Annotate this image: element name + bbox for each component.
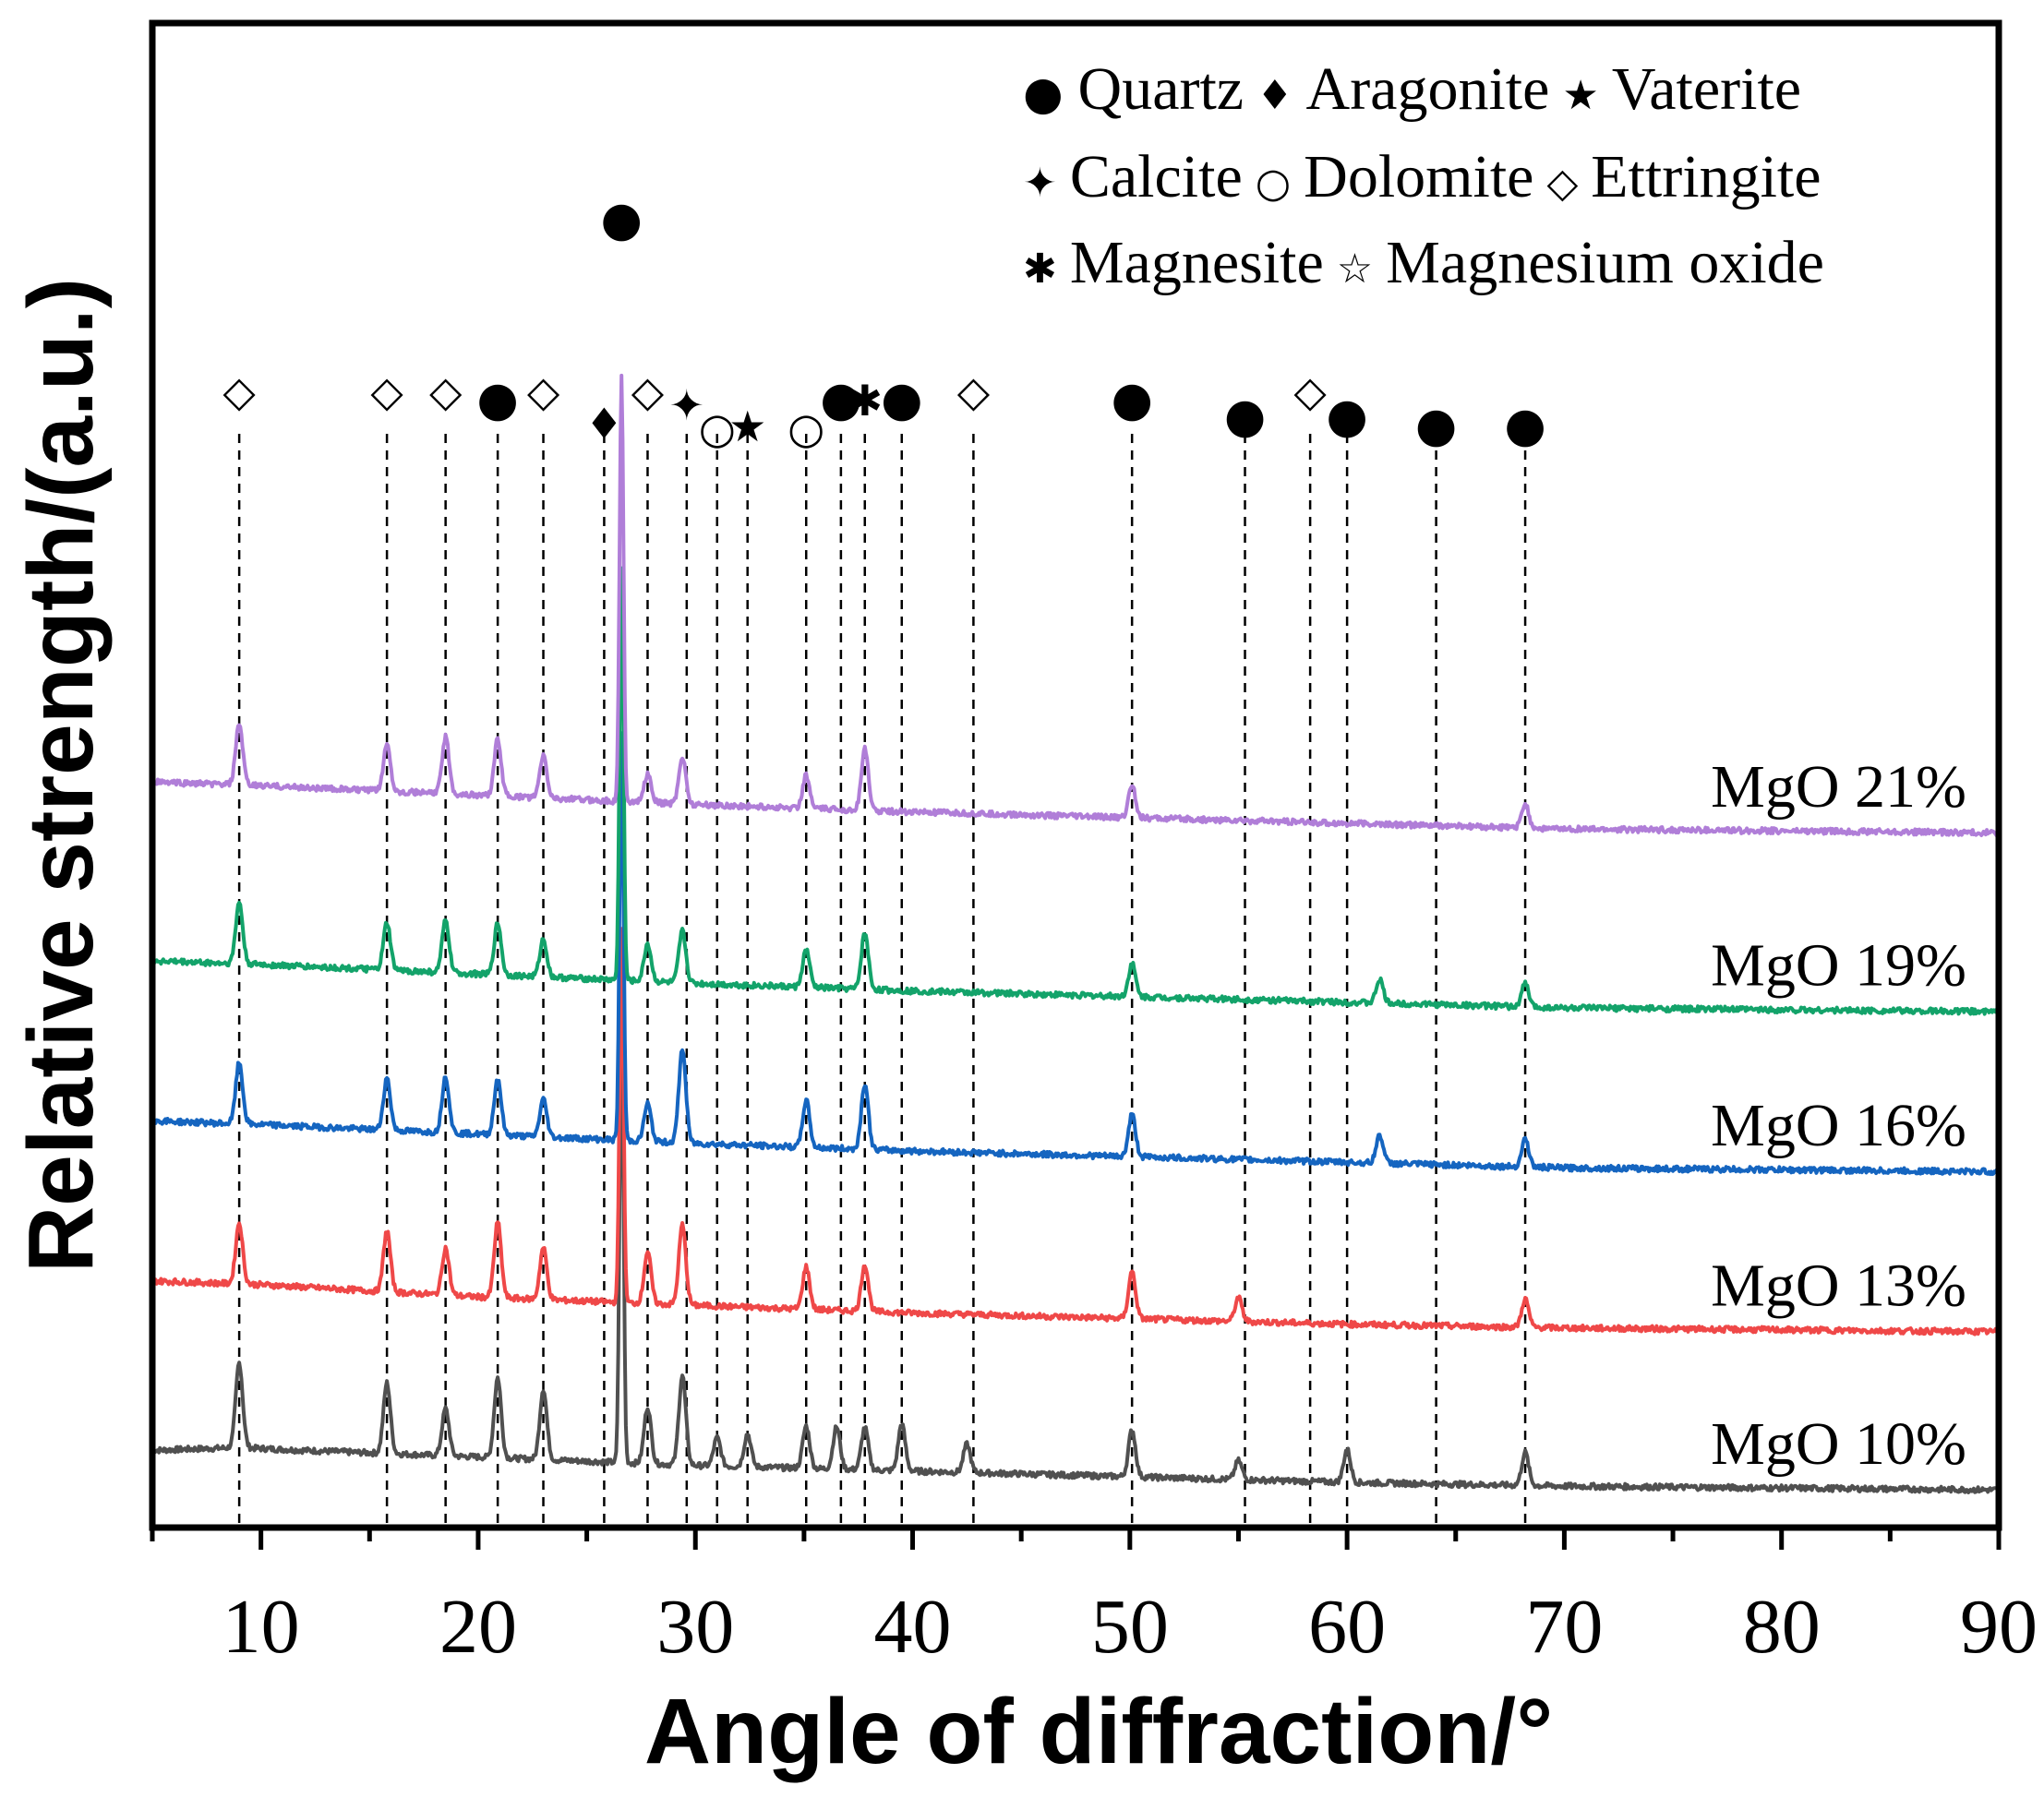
phase-marker-quartz: ● xyxy=(1224,389,1266,444)
series-line-mgo-21 xyxy=(150,373,2001,838)
series-label-mgo-13: MgO 13% xyxy=(1711,1252,1966,1319)
plot-frame xyxy=(149,19,2002,1531)
legend-row: ✦ Calcite ○ Dolomite ◇ Ettringite xyxy=(1023,143,1822,210)
x-tick-label: 40 xyxy=(874,1584,952,1670)
phase-marker-quartz: ● xyxy=(601,192,643,247)
series-layer xyxy=(150,373,2001,1494)
phase-marker-ettringite: ◇ xyxy=(1293,366,1327,416)
legend-label-quartz: Quartz xyxy=(1078,55,1244,123)
legend-label-aragonite: Aragonite xyxy=(1306,55,1550,123)
legend-label-vaterite: Vaterite xyxy=(1612,55,1801,123)
x-tick-label: 20 xyxy=(439,1584,517,1670)
series-label-mgo-21: MgO 21% xyxy=(1711,753,1966,821)
legend: ● Quartz ♦ Aragonite ★ Vaterite ✦ Calcite… xyxy=(1023,55,1824,296)
legend-label-magnesium-oxide: Magnesium oxide xyxy=(1386,229,1824,296)
phase-marker-quartz: ● xyxy=(1111,372,1152,427)
phase-marker-ettringite: ◇ xyxy=(957,366,991,416)
phase-marker-aragonite: ♦ xyxy=(585,399,623,449)
phase-marker-quartz: ● xyxy=(820,372,861,427)
x-tick-label: 30 xyxy=(656,1584,734,1670)
legend-row: ✱ Magnesite ☆ Magnesium oxide xyxy=(1023,229,1824,296)
x-tick-label: 10 xyxy=(222,1584,300,1670)
legend-symbol-vaterite: ★ xyxy=(1549,72,1611,119)
series-line-mgo-10 xyxy=(151,1011,2000,1494)
legend-symbol-quartz: ● xyxy=(1023,66,1078,120)
phase-marker-ettringite: ◇ xyxy=(429,366,463,416)
phase-marker-vaterite: ★ xyxy=(728,402,766,451)
series-line-mgo-13 xyxy=(150,927,2000,1337)
phase-marker-dolomite: ○ xyxy=(699,403,736,453)
phase-marker-quartz: ● xyxy=(476,372,518,427)
x-tick-label: 60 xyxy=(1308,1584,1386,1670)
legend-label-magnesite: Magnesite xyxy=(1070,229,1324,296)
phase-marker-dolomite: ○ xyxy=(788,403,824,453)
legend-label-dolomite: Dolomite xyxy=(1304,143,1533,210)
y-axis-title: Relative strength/(a.u.) xyxy=(9,278,113,1273)
series-label-mgo-19: MgO 19% xyxy=(1711,932,1966,1000)
phase-marker-quartz: ● xyxy=(1504,398,1545,453)
x-tick-label: 90 xyxy=(1960,1584,2038,1670)
legend-symbol-ettringite: ◇ xyxy=(1533,160,1591,207)
phase-marker-quartz: ● xyxy=(1326,389,1367,444)
phase-marker-quartz: ● xyxy=(1415,398,1457,453)
x-axis-title: Angle of diffraction/° xyxy=(644,1680,1553,1783)
phase-marker-quartz: ● xyxy=(881,372,922,427)
legend-symbol-magnesite: ✱ xyxy=(1023,246,1070,293)
x-axis-ticks: 10 20 30 40 50 60 70 80 90 xyxy=(150,1528,2038,1670)
phase-markers: ◇ ◇ ◇ ● ◇♦●◇ ✦○★ ○●✱● ◇ ● ● ◇ ● ● ● xyxy=(222,192,1545,453)
legend-label-calcite: Calcite xyxy=(1070,143,1243,210)
phase-marker-magnesite: ✱ xyxy=(847,376,883,426)
series-label-mgo-10: MgO 10% xyxy=(1711,1410,1966,1478)
series-labels: MgO 10% MgO 13% MgO 16% MgO 19% MgO 21% xyxy=(1711,753,1966,1478)
legend-label-ettringite: Ettringite xyxy=(1591,143,1821,210)
legend-symbol-dolomite: ○ xyxy=(1243,160,1304,207)
legend-row: ● Quartz ♦ Aragonite ★ Vaterite xyxy=(1023,55,1801,123)
series-label-mgo-16: MgO 16% xyxy=(1711,1092,1966,1159)
x-tick-label: 70 xyxy=(1525,1584,1603,1670)
phase-marker-ettringite: ◇ xyxy=(370,366,403,416)
x-tick-label: 80 xyxy=(1743,1584,1821,1670)
phase-marker-ettringite: ◇ xyxy=(527,366,560,416)
phase-marker-ettringite: ◇ xyxy=(631,366,665,416)
legend-symbol-aragonite: ♦ xyxy=(1244,72,1305,119)
x-tick-label: 50 xyxy=(1091,1584,1169,1670)
series-line-mgo-16 xyxy=(151,731,2001,1177)
series-line-mgo-19 xyxy=(150,566,2001,1016)
phase-marker-calcite: ✦ xyxy=(669,380,705,430)
legend-symbol-magnesium-oxide: ☆ xyxy=(1324,246,1386,293)
phase-reference-lines xyxy=(237,434,1527,1523)
phase-marker-ettringite: ◇ xyxy=(222,366,256,416)
legend-symbol-calcite: ✦ xyxy=(1023,160,1070,207)
